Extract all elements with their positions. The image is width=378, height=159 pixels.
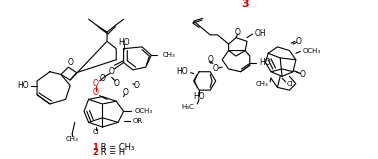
Text: O: O	[299, 70, 305, 79]
Text: O: O	[122, 88, 129, 97]
Text: CH₃: CH₃	[66, 136, 78, 142]
Text: HO: HO	[17, 81, 29, 90]
Text: O: O	[93, 88, 99, 97]
Text: HO: HO	[118, 38, 129, 47]
Text: OH: OH	[254, 29, 266, 38]
Text: Cl: Cl	[93, 129, 99, 135]
Text: H₃C: H₃C	[182, 104, 195, 110]
Text: Cl: Cl	[287, 81, 293, 87]
Text: R = H: R = H	[98, 148, 125, 157]
Text: O: O	[296, 37, 302, 46]
Text: HO: HO	[259, 58, 271, 67]
Text: OR: OR	[133, 118, 143, 124]
Text: HO: HO	[177, 67, 188, 76]
Text: O: O	[109, 67, 115, 76]
Text: O: O	[113, 79, 119, 88]
Text: CH₃: CH₃	[256, 81, 268, 87]
Text: R = CH₃: R = CH₃	[98, 143, 134, 152]
Text: O: O	[207, 55, 213, 64]
Text: OCH₃: OCH₃	[302, 48, 321, 54]
Text: 3: 3	[242, 0, 249, 10]
Text: O: O	[235, 28, 241, 37]
Text: 1: 1	[92, 143, 98, 152]
Text: O: O	[133, 81, 139, 90]
Text: O: O	[99, 74, 105, 83]
Text: OCH₃: OCH₃	[135, 108, 153, 114]
Text: O: O	[213, 64, 218, 73]
Text: CH₃: CH₃	[162, 52, 175, 58]
Text: 2: 2	[92, 148, 98, 157]
Text: HO: HO	[193, 92, 205, 101]
Text: O: O	[93, 79, 99, 88]
Text: O: O	[67, 58, 73, 67]
